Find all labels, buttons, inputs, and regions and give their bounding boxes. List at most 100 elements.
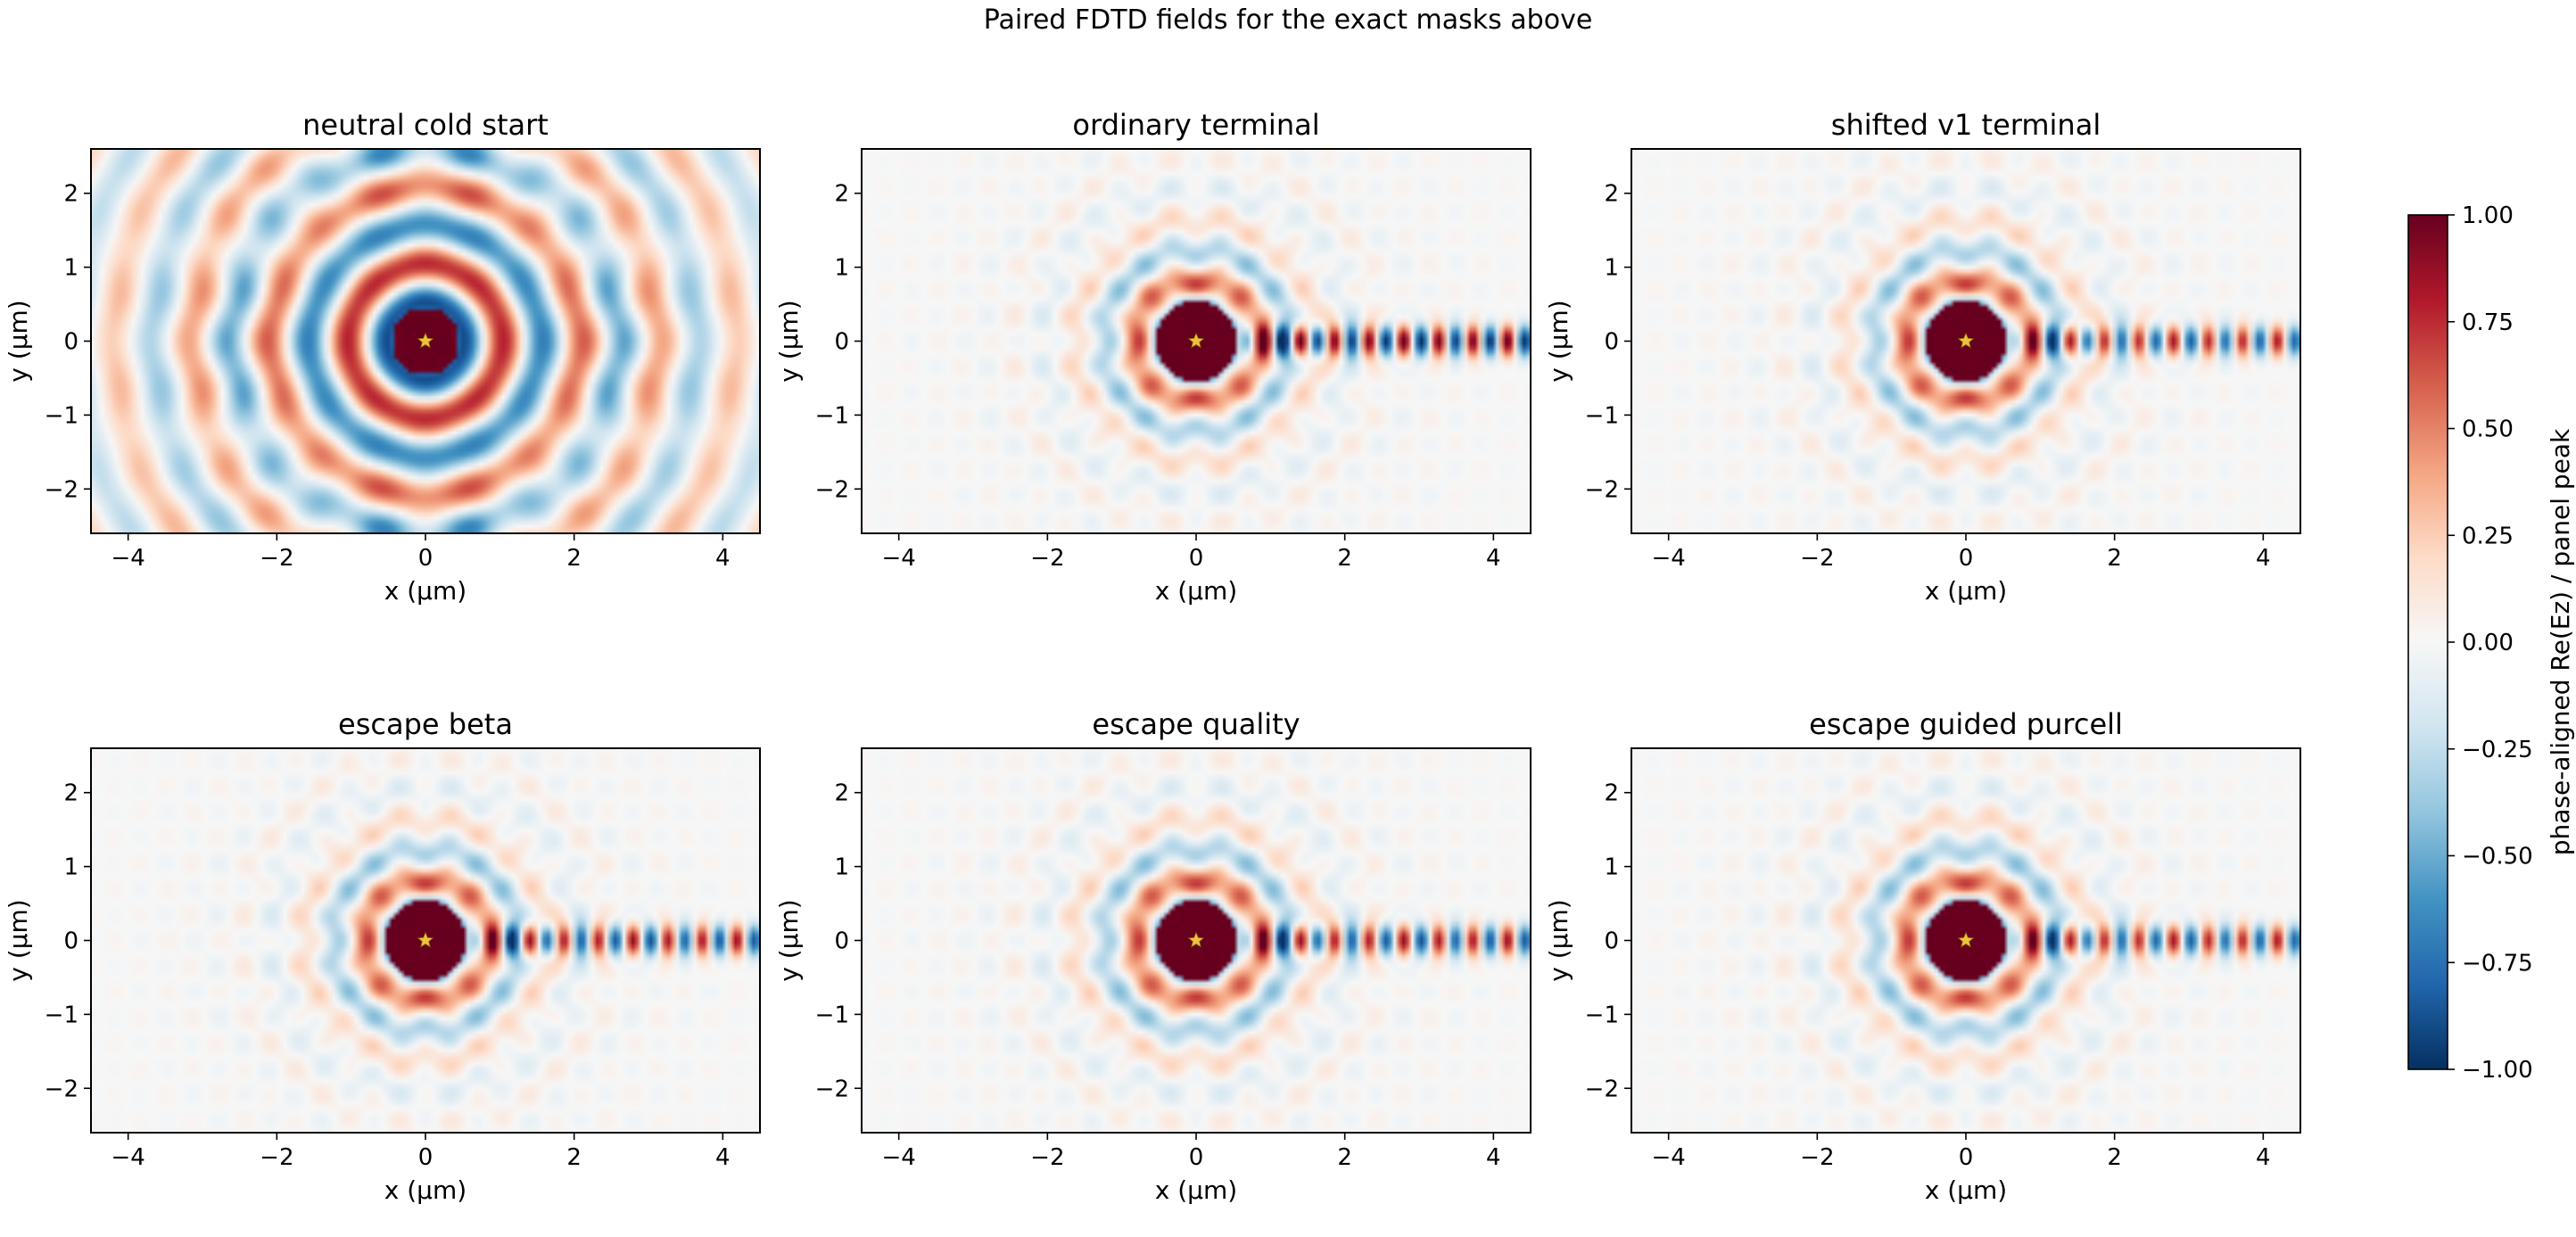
x-tick-label: 2 xyxy=(566,545,582,572)
x-axis-label: x (µm) xyxy=(384,576,466,606)
y-tick-label: −2 xyxy=(815,476,849,503)
panel-title: escape quality xyxy=(1092,707,1300,741)
panel: shifted v1 terminal −4 −2 0 2 4 −2 −1 0 1 2 x (µm) y… xyxy=(1544,108,2301,606)
colorbar-tick-label: 1.00 xyxy=(2462,202,2514,229)
source-star-marker xyxy=(417,332,434,349)
x-tick-label: −2 xyxy=(1030,545,1064,572)
y-tick-label: −1 xyxy=(45,402,78,429)
y-tick-label: 1 xyxy=(1604,854,1619,881)
x-tick-label: −4 xyxy=(1652,1144,1686,1171)
x-tick-label: −2 xyxy=(260,1144,293,1171)
colorbar-tick-label: 0.25 xyxy=(2462,523,2514,549)
y-tick-label: 1 xyxy=(63,255,78,282)
source-star-marker xyxy=(1187,931,1205,948)
colorbar-tick-label: −0.25 xyxy=(2462,737,2533,763)
y-tick-label: −2 xyxy=(1585,1076,1619,1102)
x-axis-label: x (µm) xyxy=(1155,576,1237,606)
y-axis-label: y (µm) xyxy=(774,300,804,382)
panel-title: neutral cold start xyxy=(302,108,549,142)
y-tick-label: 1 xyxy=(834,255,849,282)
x-tick-label: 0 xyxy=(1959,545,1974,572)
y-tick-label: −2 xyxy=(45,1076,78,1102)
colorbar-label: phase-aligned Re(Ez) / panel peak xyxy=(2546,428,2575,855)
panel-title: shifted v1 terminal xyxy=(1831,108,2101,142)
y-tick-label: 1 xyxy=(834,854,849,881)
x-axis-label: x (µm) xyxy=(1155,1175,1237,1205)
x-tick-label: 2 xyxy=(2107,545,2122,572)
y-tick-label: −1 xyxy=(815,1002,849,1028)
y-tick-label: 0 xyxy=(63,329,78,356)
figure-title: Paired FDTD fields for the exact masks a… xyxy=(984,4,1593,36)
y-tick-label: −2 xyxy=(1585,476,1619,503)
y-axis-label: y (µm) xyxy=(4,899,33,981)
y-tick-label: −1 xyxy=(1585,402,1619,429)
source-star-marker xyxy=(1957,332,1975,349)
x-tick-label: 2 xyxy=(2107,1144,2122,1171)
x-tick-label: 2 xyxy=(1337,1144,1352,1171)
panel-title: escape guided purcell xyxy=(1809,707,2123,741)
source-star-marker xyxy=(1187,332,1205,349)
x-tick-label: 2 xyxy=(566,1144,582,1171)
x-axis-label: x (µm) xyxy=(384,1175,466,1205)
y-tick-label: 0 xyxy=(834,329,849,356)
x-tick-label: 4 xyxy=(1486,1144,1501,1171)
y-tick-label: −1 xyxy=(1585,1002,1619,1028)
y-tick-label: −2 xyxy=(45,476,78,503)
y-tick-label: 2 xyxy=(1604,780,1619,807)
colorbar-tick-label: −0.75 xyxy=(2462,950,2533,977)
colorbar-tick-label: 0.00 xyxy=(2462,630,2514,656)
y-tick-label: 0 xyxy=(1604,928,1619,955)
x-axis-label: x (µm) xyxy=(1925,1175,2007,1205)
panels: neutral cold start −4 −2 0 2 4 −2 −1 0 1 2 x (µm) y … xyxy=(4,108,2301,1205)
x-tick-label: 4 xyxy=(2256,1144,2271,1171)
y-axis-label: y (µm) xyxy=(1544,300,1573,382)
x-tick-label: 0 xyxy=(1959,1144,1974,1171)
y-tick-label: 2 xyxy=(834,181,849,208)
x-tick-label: 0 xyxy=(418,545,433,572)
x-tick-label: −4 xyxy=(882,545,916,572)
x-tick-label: −4 xyxy=(111,1144,145,1171)
x-tick-label: 4 xyxy=(715,1144,731,1171)
x-tick-label: −2 xyxy=(260,545,293,572)
x-tick-label: −2 xyxy=(1800,545,1834,572)
colorbar-tick-label: −1.00 xyxy=(2462,1057,2533,1084)
colorbar-tick-label: 0.50 xyxy=(2462,416,2514,443)
x-tick-label: 0 xyxy=(1189,1144,1204,1171)
y-axis-label: y (µm) xyxy=(4,300,33,382)
x-tick-label: −4 xyxy=(882,1144,916,1171)
panel: escape quality −4 −2 0 2 4 −2 −1 0 1 2 x (µm) y (µm) xyxy=(774,707,1532,1205)
x-tick-label: 2 xyxy=(1337,545,1352,572)
x-tick-label: 0 xyxy=(1189,545,1204,572)
colorbar-tick-label: −0.50 xyxy=(2462,844,2533,870)
panel: neutral cold start −4 −2 0 2 4 −2 −1 0 1 2 x (µm) y … xyxy=(4,108,761,606)
y-tick-label: 0 xyxy=(1604,329,1619,356)
y-axis-label: y (µm) xyxy=(774,899,804,981)
x-tick-label: 0 xyxy=(418,1144,433,1171)
y-tick-label: 0 xyxy=(63,928,78,955)
y-tick-label: 1 xyxy=(1604,255,1619,282)
panel: escape guided purcell −4 −2 0 2 4 −2 −1 0 1 2 x (µm… xyxy=(1544,707,2301,1205)
x-tick-label: −2 xyxy=(1800,1144,1834,1171)
y-tick-label: 2 xyxy=(63,780,78,807)
y-tick-label: −1 xyxy=(815,402,849,429)
source-star-marker xyxy=(417,931,434,948)
y-tick-label: 2 xyxy=(834,780,849,807)
x-tick-label: −2 xyxy=(1030,1144,1064,1171)
colorbar-bar xyxy=(2407,214,2448,1070)
x-tick-label: 4 xyxy=(2256,545,2271,572)
y-tick-label: 2 xyxy=(1604,181,1619,208)
source-star-marker xyxy=(1957,931,1975,948)
y-tick-label: −2 xyxy=(815,1076,849,1102)
colorbar-tick-label: 0.75 xyxy=(2462,309,2514,336)
x-tick-label: 4 xyxy=(715,545,731,572)
x-tick-label: 4 xyxy=(1486,545,1501,572)
panel-title: ordinary terminal xyxy=(1072,108,1319,142)
panel: escape beta −4 −2 0 2 4 −2 −1 0 1 2 x (µm) y (µm) xyxy=(4,707,761,1205)
x-axis-label: x (µm) xyxy=(1925,576,2007,606)
x-tick-label: −4 xyxy=(111,545,145,572)
y-tick-label: 1 xyxy=(63,854,78,881)
y-axis-label: y (µm) xyxy=(1544,899,1573,981)
y-tick-label: −1 xyxy=(45,1002,78,1028)
panel-title: escape beta xyxy=(338,707,513,741)
